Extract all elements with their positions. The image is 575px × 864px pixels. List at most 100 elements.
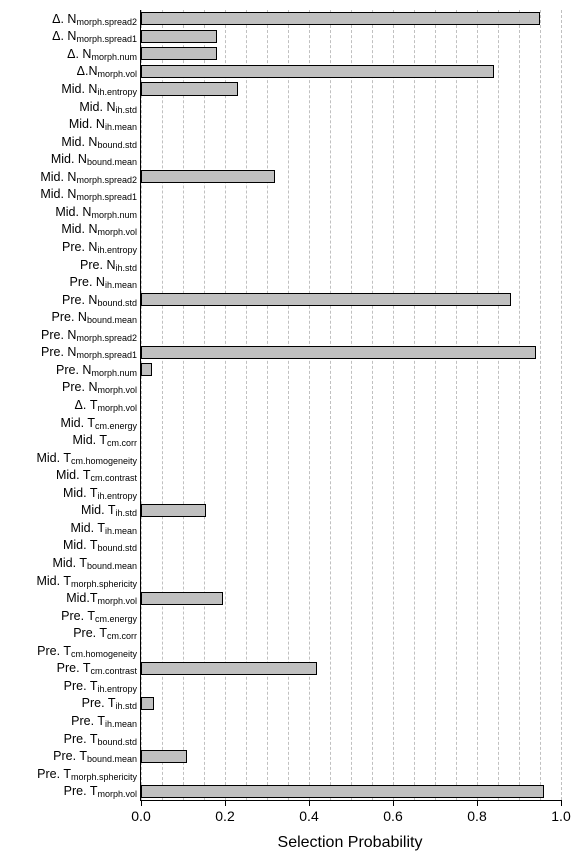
x-tick: 1.0 bbox=[561, 800, 562, 824]
grid-line bbox=[288, 10, 289, 800]
label-subscript: cm.energy bbox=[95, 421, 137, 431]
label-subscript: morph.spread1 bbox=[76, 350, 137, 360]
y-category-label: Mid. Nih.std bbox=[79, 100, 141, 114]
grid-line bbox=[204, 10, 205, 800]
y-category-label: Pre. Tmorph.vol bbox=[64, 784, 141, 798]
label-subscript: cm.contrast bbox=[90, 666, 137, 676]
label-subscript: morph.vol bbox=[97, 596, 137, 606]
label-prefix: Pre. N bbox=[62, 240, 97, 254]
label-subscript: morph.sphericity bbox=[71, 772, 137, 782]
grid-line bbox=[183, 10, 184, 800]
label-subscript: bound.std bbox=[97, 298, 137, 308]
y-category-label: Δ. Nmorph.num bbox=[67, 47, 141, 61]
label-subscript: cm.corr bbox=[107, 438, 137, 448]
y-category-label: Pre. Nmorph.spread1 bbox=[41, 345, 141, 359]
label-subscript: cm.homogeneity bbox=[71, 649, 137, 659]
label-subscript: ih.mean bbox=[105, 122, 137, 132]
label-subscript: cm.energy bbox=[95, 614, 137, 624]
y-category-label: Mid. Tbound.std bbox=[63, 538, 141, 552]
y-category-label: Pre. Tbound.std bbox=[64, 732, 141, 746]
grid-line bbox=[435, 10, 436, 800]
label-prefix: Δ. N bbox=[67, 47, 91, 61]
label-prefix: Pre. T bbox=[64, 679, 98, 693]
grid-line bbox=[393, 10, 394, 800]
label-prefix: Mid. N bbox=[51, 152, 87, 166]
label-prefix: Pre. T bbox=[71, 714, 105, 728]
y-category-label: Mid. Nbound.std bbox=[61, 135, 141, 149]
label-prefix: Mid. T bbox=[70, 521, 105, 535]
y-category-label: Pre. Nmorph.vol bbox=[62, 380, 141, 394]
label-prefix: Mid. T bbox=[36, 451, 71, 465]
label-prefix: Mid. N bbox=[61, 82, 97, 96]
y-category-label: Pre. Tcm.corr bbox=[73, 626, 141, 640]
grid-line bbox=[498, 10, 499, 800]
grid-line bbox=[162, 10, 163, 800]
bar bbox=[141, 662, 317, 675]
y-category-label: Δ.Nmorph.vol bbox=[77, 64, 141, 78]
grid-line bbox=[561, 10, 562, 800]
grid-line bbox=[519, 10, 520, 800]
y-category-label: Mid. Nmorph.num bbox=[55, 205, 141, 219]
x-tick-label: 0.8 bbox=[457, 808, 497, 824]
label-prefix: Pre. T bbox=[73, 626, 107, 640]
label-subscript: morph.vol bbox=[97, 403, 137, 413]
label-prefix: Pre. T bbox=[61, 609, 95, 623]
label-subscript: morph.num bbox=[91, 210, 137, 220]
bar bbox=[141, 170, 275, 183]
label-prefix: Pre. N bbox=[70, 275, 105, 289]
grid-line bbox=[351, 10, 352, 800]
label-subscript: morph.vol bbox=[97, 69, 137, 79]
grid-line bbox=[477, 10, 478, 800]
label-subscript: morph.spread1 bbox=[76, 34, 137, 44]
label-subscript: morph.spread1 bbox=[76, 192, 137, 202]
grid-line bbox=[456, 10, 457, 800]
label-prefix: Pre. T bbox=[37, 644, 71, 658]
bar bbox=[141, 363, 152, 376]
y-category-label: Δ. Tmorph.vol bbox=[75, 398, 141, 412]
y-category-label: Pre. Tih.std bbox=[82, 696, 141, 710]
grid-line bbox=[372, 10, 373, 800]
label-subscript: morph.vol bbox=[97, 385, 137, 395]
x-axis-title: Selection Probability bbox=[140, 834, 560, 852]
y-category-label: Mid. Tbound.mean bbox=[52, 556, 141, 570]
label-prefix: Mid. N bbox=[79, 100, 115, 114]
label-subscript: ih.std bbox=[115, 105, 137, 115]
grid-line bbox=[225, 10, 226, 800]
y-category-label: Mid. Tcm.contrast bbox=[56, 468, 141, 482]
label-subscript: ih.mean bbox=[105, 526, 137, 536]
label-prefix: Mid. T bbox=[52, 556, 87, 570]
y-category-label: Pre. Tih.entropy bbox=[64, 679, 141, 693]
y-category-label: Pre. Tcm.energy bbox=[61, 609, 141, 623]
y-category-label: Pre. Tcm.homogeneity bbox=[37, 644, 141, 658]
label-prefix: Mid. T bbox=[73, 433, 108, 447]
label-prefix: Pre. N bbox=[80, 258, 115, 272]
y-category-label: Mid. Nih.entropy bbox=[61, 82, 141, 96]
label-subscript: ih.entropy bbox=[97, 245, 137, 255]
bar bbox=[141, 346, 536, 359]
x-tick-label: 0.4 bbox=[289, 808, 329, 824]
label-subscript: ih.mean bbox=[105, 280, 137, 290]
label-subscript: cm.corr bbox=[107, 631, 137, 641]
label-prefix: Δ. T bbox=[75, 398, 98, 412]
y-category-label: Mid. Nih.mean bbox=[69, 117, 141, 131]
y-category-label: Mid. Tih.entropy bbox=[63, 486, 141, 500]
bar bbox=[141, 30, 217, 43]
label-subscript: morph.num bbox=[91, 368, 137, 378]
bar bbox=[141, 785, 544, 798]
x-tick-label: 0.2 bbox=[205, 808, 245, 824]
x-tick: 0.6 bbox=[393, 800, 394, 824]
label-prefix: Pre. N bbox=[62, 380, 97, 394]
label-subscript: morph.spread2 bbox=[76, 333, 137, 343]
y-category-label: Pre. Tih.mean bbox=[71, 714, 141, 728]
label-prefix: Mid. T bbox=[63, 538, 98, 552]
y-category-label: Mid. Nmorph.vol bbox=[61, 222, 141, 236]
label-prefix: Δ. N bbox=[52, 29, 76, 43]
grid-line bbox=[414, 10, 415, 800]
x-tick: 0.8 bbox=[477, 800, 478, 824]
y-category-label: Pre. Nih.mean bbox=[70, 275, 141, 289]
label-subscript: morph.vol bbox=[97, 227, 137, 237]
label-subscript: ih.entropy bbox=[97, 491, 137, 501]
y-category-label: Pre. Tmorph.sphericity bbox=[37, 767, 141, 781]
label-prefix: Mid. T bbox=[36, 574, 71, 588]
label-subscript: cm.contrast bbox=[90, 473, 137, 483]
